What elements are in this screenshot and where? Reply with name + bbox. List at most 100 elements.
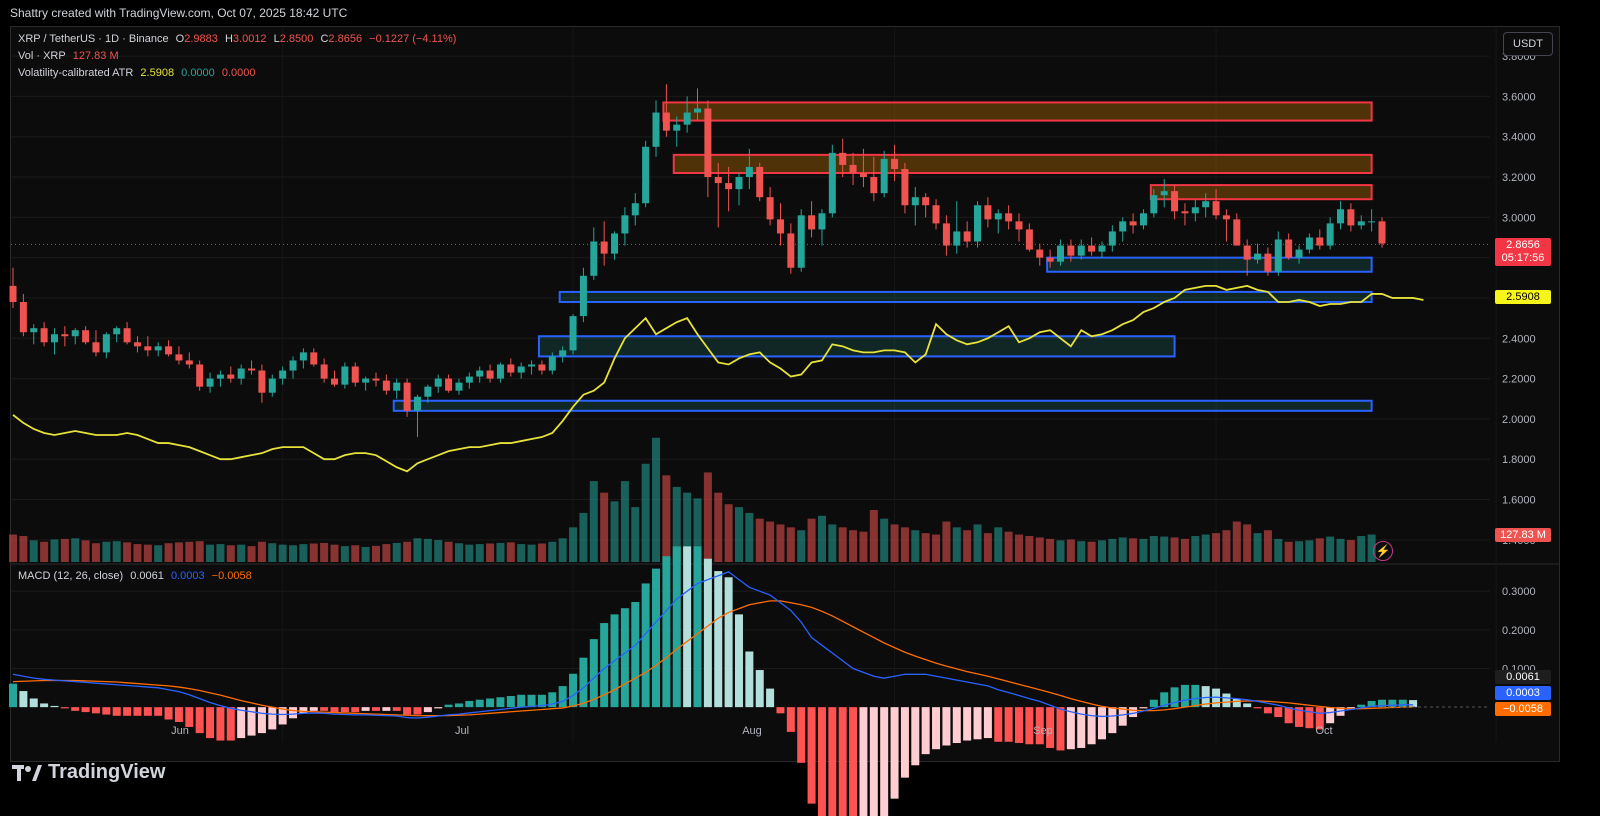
candle-body [1305, 237, 1313, 250]
candle-body [320, 364, 328, 379]
macd-histogram-bar [361, 707, 370, 711]
currency-button[interactable]: USDT [1503, 32, 1553, 56]
macd-legend[interactable]: MACD (12, 26, close) 0.0061 0.0003 −0.00… [18, 570, 256, 582]
candle-body [642, 146, 650, 204]
candle-body [776, 219, 784, 234]
macd-histogram-bar [1149, 699, 1158, 708]
volume-bar [185, 541, 194, 562]
volume-bar [454, 543, 463, 562]
macd-histogram-bar [921, 707, 930, 755]
macd-histogram-bar [340, 707, 349, 713]
macd-histogram-bar [641, 583, 650, 708]
macd-histogram-bar [859, 707, 868, 816]
macd-histogram-bar [1004, 707, 1013, 742]
candle-body [1160, 191, 1168, 196]
volume-bar [351, 545, 360, 562]
candle-body [859, 172, 867, 178]
macd-histogram-bar [963, 707, 972, 741]
volume-bar [506, 542, 515, 562]
tradingview-icon [12, 764, 42, 781]
volume-legend[interactable]: Vol · XRP 127.83 M [18, 50, 123, 62]
candle-body [279, 370, 287, 379]
candle-body [248, 368, 256, 371]
candle-body [839, 152, 847, 165]
volume-bar [807, 518, 816, 562]
macd-histogram-bar [185, 707, 194, 727]
volume-bar [102, 541, 111, 562]
candle-body [393, 382, 401, 391]
open-value: 2.9883 [184, 33, 218, 45]
resistance-zone [662, 101, 1373, 122]
volume-bar [558, 538, 567, 562]
atr-legend[interactable]: Volatility-calibrated ATR 2.5908 0.0000 … [18, 67, 260, 79]
symbol-legend[interactable]: XRP / TetherUS · 1D · Binance O2.9883 H3… [18, 33, 460, 45]
volume-bar [1243, 524, 1252, 562]
volume-bar [1097, 540, 1106, 562]
macd-histogram-bar [755, 670, 764, 708]
chart-frame[interactable] [10, 26, 1560, 762]
macd-histogram-bar [537, 694, 546, 708]
volume-bar [797, 530, 806, 562]
macd-histogram-bar [683, 546, 692, 708]
candle-body [196, 364, 204, 387]
macd-histogram-bar [1066, 707, 1075, 750]
macd-histogram-bar [1357, 704, 1366, 708]
macd-histogram-bar [1170, 687, 1179, 708]
candle-body [1326, 223, 1334, 246]
candle-body [735, 177, 743, 190]
macd-histogram-bar [1315, 707, 1324, 730]
candle-body [1264, 253, 1272, 272]
macd-histogram-bar [1212, 688, 1221, 708]
macd-histogram-bar [569, 673, 578, 708]
lightning-icon[interactable]: ⚡ [1373, 541, 1393, 561]
candle-body [714, 177, 722, 184]
volume-bar [890, 524, 899, 562]
volume-bar [1222, 530, 1231, 562]
candle-body [1119, 221, 1127, 232]
macd-tick-label: 0.2000 [1502, 625, 1536, 637]
tradingview-logo[interactable]: TradingView [12, 761, 165, 784]
change-value: −0.1227 (−4.11%) [369, 33, 457, 45]
volume-bar [216, 544, 225, 562]
price-tick-label: 3.4000 [1502, 132, 1536, 144]
macd-histogram-bar [652, 568, 661, 708]
macd-histogram-bar [548, 692, 557, 708]
price-tick-label: 1.8000 [1502, 454, 1536, 466]
macd-histogram-bar [475, 699, 484, 708]
macd-histogram-bar [620, 608, 629, 708]
volume-bar [1191, 536, 1200, 562]
volume-bar [413, 538, 422, 562]
volume-bar [1046, 538, 1055, 562]
macd-histogram-bar [631, 602, 640, 708]
volume-bar [1357, 536, 1366, 562]
volume-bar [828, 524, 837, 562]
candle-body [1046, 257, 1054, 262]
candles-layer [9, 84, 1386, 438]
volume-bar [766, 521, 775, 562]
volume-badge: 127.83 M [1495, 528, 1551, 542]
candle-body [611, 233, 619, 254]
macd-histogram-bar [579, 657, 588, 708]
candle-body [362, 378, 370, 383]
candle-body [1098, 245, 1106, 252]
macd-histogram-bar [1139, 707, 1148, 709]
macd-line [12, 571, 1414, 719]
macd-histogram-bar [143, 707, 152, 716]
candle-body [590, 241, 598, 276]
symbol-name[interactable]: XRP / TetherUS · 1D · Binance [18, 33, 169, 45]
candle-body [1347, 209, 1355, 226]
candle-body [1357, 221, 1365, 226]
candle-body [683, 112, 691, 125]
macd-histogram-bar [434, 707, 443, 709]
macd-histogram-bar [1025, 707, 1034, 745]
candle-body [1191, 207, 1199, 214]
candle-body [559, 350, 567, 357]
volume-bar [1295, 541, 1304, 562]
macd-histogram-bar [1201, 686, 1210, 708]
candle-body [424, 386, 432, 397]
candle-body [133, 342, 141, 347]
macd-histogram-bar [237, 707, 246, 739]
attribution-text: Shattry created with TradingView.com, Oc… [10, 6, 348, 20]
volume-bar [952, 527, 961, 562]
